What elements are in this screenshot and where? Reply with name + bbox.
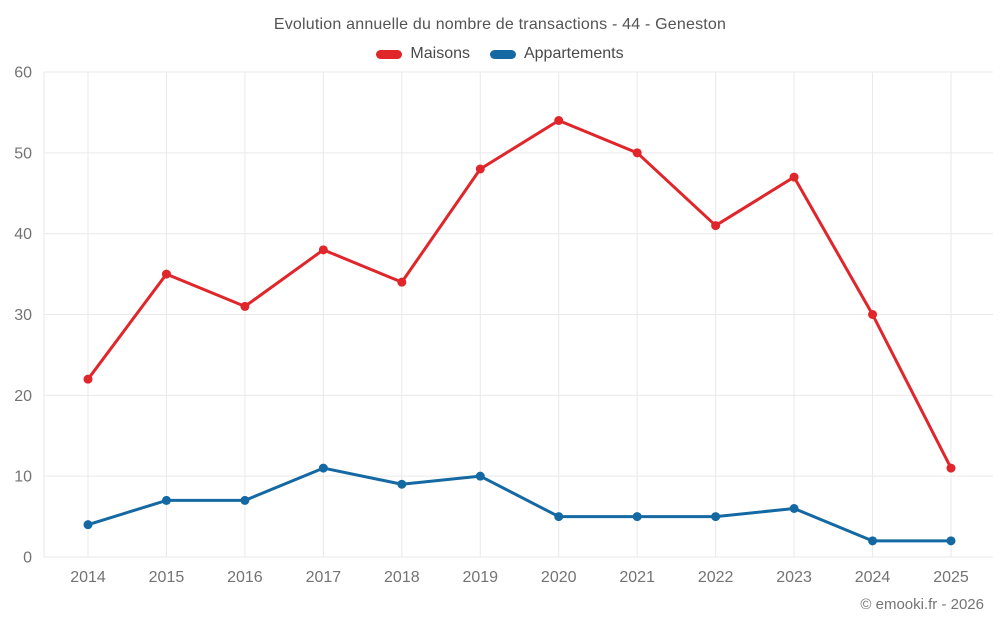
appartements-point: [397, 479, 407, 489]
appartements-point: [161, 495, 171, 505]
x-tick-label: 2017: [306, 569, 342, 586]
maisons-point: [161, 269, 171, 279]
appartements-point: [789, 504, 799, 513]
x-tick-label: 2023: [776, 569, 812, 586]
appartements-point: [868, 536, 878, 546]
x-tick-label: 2025: [933, 569, 969, 586]
y-tick-label: 60: [14, 65, 32, 82]
x-tick-label: 2022: [698, 569, 734, 586]
maisons-line: [86, 119, 953, 470]
y-tick-label: 10: [14, 469, 32, 486]
appartements-point: [83, 520, 93, 530]
footer-credit: © emooki.fr - 2026: [860, 596, 984, 613]
maisons-point: [789, 172, 799, 182]
y-tick-label: 0: [23, 550, 32, 567]
x-tick-label: 2015: [149, 569, 185, 586]
maisons-point: [397, 277, 407, 287]
legend-item-maisons[interactable]: Maisons: [376, 45, 470, 63]
y-tick-label: 50: [14, 145, 32, 162]
appartements-point: [711, 512, 721, 522]
x-tick-label: 2024: [855, 569, 891, 586]
maisons-point: [711, 221, 721, 231]
appartements-point: [632, 512, 642, 522]
legend-label-appartements: Appartements: [523, 45, 624, 62]
appartements-point: [554, 512, 564, 522]
maisons-point: [632, 148, 642, 158]
appartements-point: [475, 471, 485, 481]
x-tick-label: 2021: [619, 569, 655, 586]
y-tick-label: 30: [14, 307, 32, 324]
maisons-point: [868, 310, 878, 319]
appartements-line: [86, 466, 953, 543]
maisons-point: [554, 116, 564, 125]
maisons-point: [318, 245, 328, 255]
x-tick-label: 2018: [384, 569, 420, 586]
legend-item-appartements[interactable]: Appartements: [489, 45, 624, 63]
maisons-point: [240, 301, 250, 311]
appartements-point: [318, 463, 328, 473]
x-tick-label: 2019: [462, 569, 498, 586]
x-tick-label: 2014: [70, 569, 106, 586]
chart-title: Evolution annuelle du nombre de transact…: [273, 16, 727, 33]
appartements-point: [240, 495, 250, 505]
appartements-series-swatch-icon: [489, 49, 516, 59]
maisons-series-swatch-icon: [376, 49, 403, 59]
maisons-point: [475, 164, 485, 174]
appartements-point: [946, 536, 956, 546]
y-tick-label: 40: [14, 226, 32, 243]
chart-legend: Maisons Appartements: [0, 45, 1000, 63]
x-tick-label: 2016: [227, 569, 263, 586]
legend-label-maisons: Maisons: [410, 45, 470, 62]
y-tick-label: 20: [14, 388, 32, 405]
maisons-point: [83, 374, 93, 384]
x-tick-label: 2020: [541, 569, 577, 586]
maisons-point: [946, 463, 956, 473]
